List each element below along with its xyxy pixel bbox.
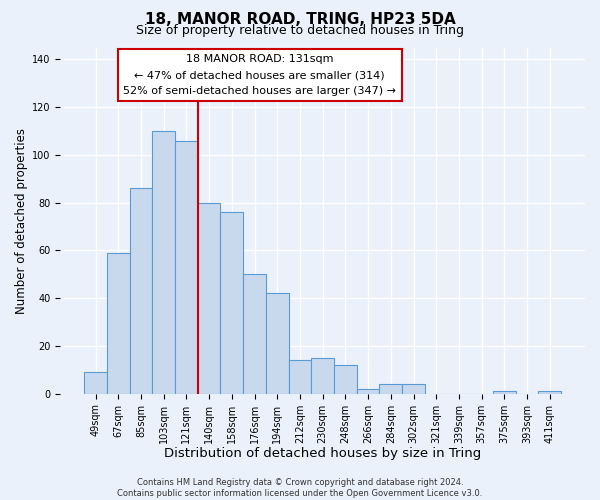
Bar [357, 389, 379, 394]
Text: Contains HM Land Registry data © Crown copyright and database right 2024.
Contai: Contains HM Land Registry data © Crown c… [118, 478, 482, 498]
Text: 18 MANOR ROAD: 131sqm
← 47% of detached houses are smaller (314)
52% of semi-det: 18 MANOR ROAD: 131sqm ← 47% of detached … [123, 54, 396, 96]
Bar [107, 253, 130, 394]
Bar [289, 360, 311, 394]
Bar [266, 294, 289, 394]
Bar [175, 140, 198, 394]
X-axis label: Distribution of detached houses by size in Tring: Distribution of detached houses by size … [164, 447, 481, 460]
Bar [152, 131, 175, 394]
Bar [198, 202, 220, 394]
Bar [334, 365, 357, 394]
Bar [493, 392, 516, 394]
Bar [538, 392, 561, 394]
Text: Size of property relative to detached houses in Tring: Size of property relative to detached ho… [136, 24, 464, 37]
Bar [130, 188, 152, 394]
Bar [220, 212, 243, 394]
Text: 18, MANOR ROAD, TRING, HP23 5DA: 18, MANOR ROAD, TRING, HP23 5DA [145, 12, 455, 28]
Bar [243, 274, 266, 394]
Bar [311, 358, 334, 394]
Bar [402, 384, 425, 394]
Bar [84, 372, 107, 394]
Bar [379, 384, 402, 394]
Y-axis label: Number of detached properties: Number of detached properties [15, 128, 28, 314]
